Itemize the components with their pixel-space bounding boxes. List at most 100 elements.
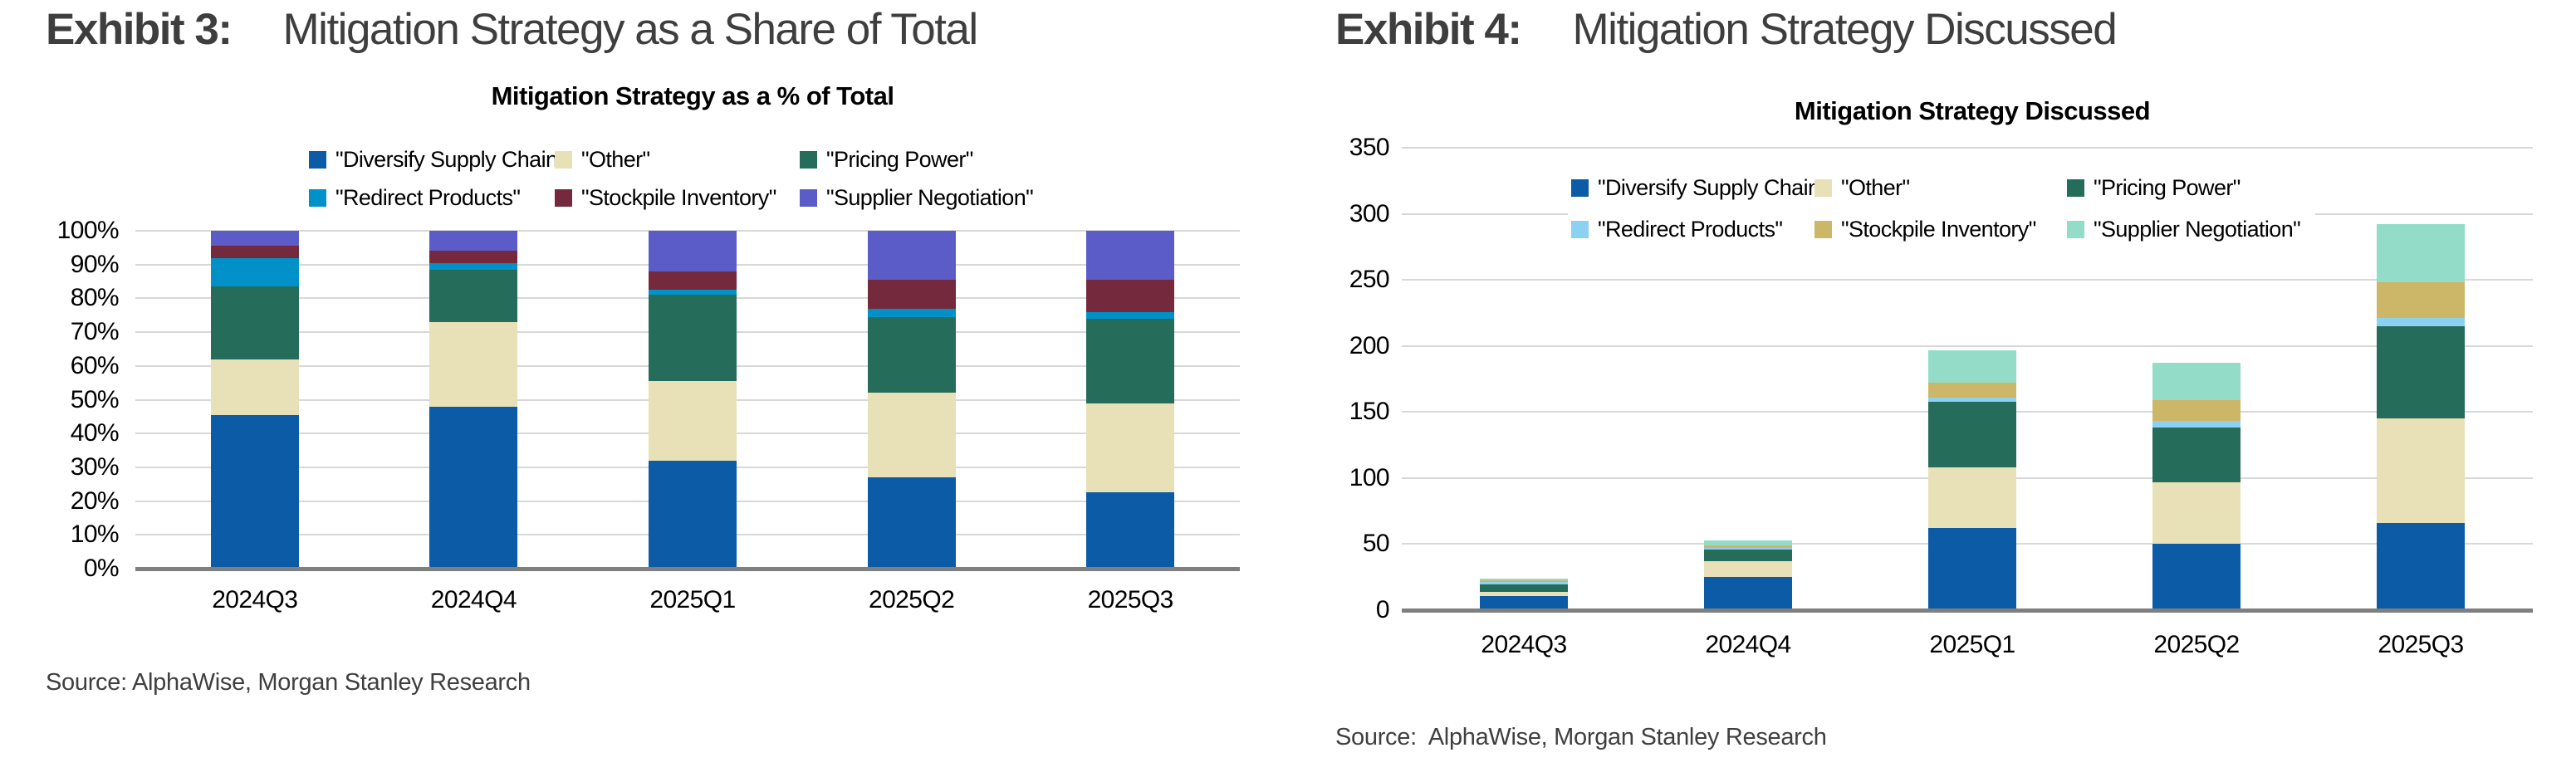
bar-2025Q2 <box>867 231 956 569</box>
chart3-title: Mitigation Strategy as a % of Total <box>491 81 894 110</box>
segment-redirect-products <box>1480 581 1568 584</box>
x-axis-line <box>135 567 1240 571</box>
exhibit4-header: Exhibit 4: Mitigation Strategy Discussed <box>1335 5 2118 54</box>
segment-pricing-power <box>2377 325 2465 419</box>
segment-supplier-negotiation <box>1928 349 2016 384</box>
segment-supplier-negotiation <box>1704 540 1792 546</box>
segment-supplier-negotiation <box>649 231 737 271</box>
bar-2024Q4 <box>429 231 518 569</box>
exhibit3-panel: Exhibit 3: Mitigation Strategy as a Shar… <box>46 7 1240 696</box>
legend-label-diversify-supply-chain: "Diversify Supply Chain" <box>335 147 566 172</box>
segment-pricing-power <box>2152 428 2241 482</box>
legend-item-other: "Other" <box>1814 174 2067 201</box>
segment-stockpile-inventory <box>429 251 518 263</box>
segment-supplier-negotiation <box>1480 578 1568 581</box>
legend-label-diversify-supply-chain: "Diversify Supply Chain" <box>1598 175 1828 200</box>
x-axis-label: 2024Q3 <box>1481 631 1567 658</box>
y-axis-label: 100% <box>56 217 120 244</box>
x-axis-label: 2025Q1 <box>649 586 736 613</box>
legend-label-stockpile-inventory: "Stockpile Inventory" <box>581 185 776 211</box>
bar-2024Q3 <box>1480 148 1568 610</box>
segment-pricing-power <box>867 316 956 393</box>
segment-supplier-negotiation <box>2152 363 2241 400</box>
segment-other <box>429 321 518 407</box>
y-axis-label: 70% <box>70 318 120 346</box>
segment-stockpile-inventory <box>1704 545 1792 549</box>
chart3-plot: 0% 10% 20% 30% 40% 50% 60% 70% 80% 90% 100% 2024Q3 2… <box>57 217 1240 613</box>
x-axis-label: 2025Q2 <box>2153 631 2240 658</box>
gridline <box>1402 279 2533 281</box>
legend-label-stockpile-inventory: "Stockpile Inventory" <box>1841 217 2036 242</box>
exhibit3-header: Exhibit 3: Mitigation Strategy as a Shar… <box>46 7 978 53</box>
legend-swatch-diversify-supply-chain-icon <box>1571 178 1589 197</box>
legend-label-supplier-negotiation: "Supplier Negotiation" <box>2094 217 2301 242</box>
segment-other <box>2152 481 2241 545</box>
exhibit4-source: Source: AlphaWise, Morgan Stanley Resear… <box>1335 724 1827 750</box>
legend-swatch-pricing-power-icon <box>800 150 817 169</box>
legend-swatch-redirect-products-icon <box>1571 221 1589 239</box>
y-axis-label: 250 <box>1349 266 1390 294</box>
bar-2025Q3 <box>2377 148 2465 610</box>
exhibit4-panel: Exhibit 4: Mitigation Strategy Discussed… <box>1288 0 2576 782</box>
legend-label-redirect-products: "Redirect Products" <box>335 185 521 211</box>
gridline <box>1402 345 2533 347</box>
legend-label-supplier-negotiation: "Supplier Negotiation" <box>826 185 1034 211</box>
segment-supplier-negotiation <box>2377 224 2465 283</box>
y-axis-label: 10% <box>70 521 120 549</box>
x-axis-line <box>1402 608 2533 613</box>
legend-label-pricing-power: "Pricing Power" <box>826 147 973 172</box>
segment-other <box>867 393 956 478</box>
segment-other <box>1928 467 2016 529</box>
segment-stockpile-inventory <box>2152 399 2241 422</box>
segment-diversify-supply-chain <box>2152 544 2241 610</box>
legend-swatch-redirect-products-icon <box>309 189 326 208</box>
segment-diversify-supply-chain <box>429 406 518 569</box>
legend-swatch-supplier-negotiation-icon <box>2067 221 2084 239</box>
segment-redirect-products <box>210 257 299 287</box>
x-axis-label: 2024Q3 <box>212 586 298 613</box>
gridline <box>1402 147 2533 149</box>
segment-pricing-power <box>1704 549 1792 562</box>
segment-stockpile-inventory <box>210 246 299 258</box>
legend-item-other: "Other" <box>555 146 800 173</box>
legend-item-pricing-power: "Pricing Power" <box>800 146 1033 173</box>
gridline <box>135 230 1240 232</box>
y-axis-label: 0% <box>83 555 120 582</box>
exhibit4-title: Mitigation Strategy Discussed <box>1572 5 2118 54</box>
segment-diversify-supply-chain <box>649 460 737 569</box>
segment-supplier-negotiation <box>429 231 518 252</box>
segment-other <box>210 359 299 415</box>
legend-swatch-diversify-supply-chain-icon <box>309 150 326 169</box>
segment-supplier-negotiation <box>1086 231 1175 281</box>
segment-other <box>1086 403 1175 493</box>
x-axis-label: 2025Q1 <box>1929 631 2015 658</box>
segment-redirect-products <box>429 262 518 270</box>
legend-swatch-other-icon <box>1814 178 1832 197</box>
legend-item-pricing-power: "Pricing Power" <box>2067 174 2300 201</box>
y-axis-label: 40% <box>70 419 120 447</box>
x-axis-label: 2024Q4 <box>430 586 517 613</box>
segment-pricing-power <box>1928 401 2016 468</box>
chart4-legend: "Diversify Supply Chain" "Other" "Pricing … <box>1568 171 2316 252</box>
y-axis-label: 300 <box>1349 199 1390 227</box>
segment-other <box>649 381 737 461</box>
chart4-plot: 0 50 100 150 200 250 300 350 2024Q3 2024Q4 2025Q1 2… <box>1349 134 2533 658</box>
x-axis-label: 2025Q3 <box>2378 631 2464 658</box>
legend-label-redirect-products: "Redirect Products" <box>1598 217 1783 242</box>
bar-2025Q1 <box>1928 148 2016 610</box>
exhibit3-source: Source: AlphaWise, Morgan Stanley Resear… <box>46 669 531 696</box>
legend-label-pricing-power: "Pricing Power" <box>2094 175 2241 200</box>
segment-stockpile-inventory <box>867 280 956 309</box>
y-axis-label: 0 <box>1375 596 1390 623</box>
legend-item-stockpile-inventory: "Stockpile Inventory" <box>1814 216 2067 242</box>
y-axis-label: 90% <box>70 250 120 278</box>
segment-diversify-supply-chain <box>210 414 299 569</box>
legend-swatch-other-icon <box>555 150 572 169</box>
segment-diversify-supply-chain <box>1704 577 1792 610</box>
legend-swatch-supplier-negotiation-icon <box>800 189 817 208</box>
segment-other <box>1704 561 1792 578</box>
segment-redirect-products <box>1928 397 2016 402</box>
segment-diversify-supply-chain <box>1928 528 2016 610</box>
y-axis-label: 30% <box>70 452 120 481</box>
